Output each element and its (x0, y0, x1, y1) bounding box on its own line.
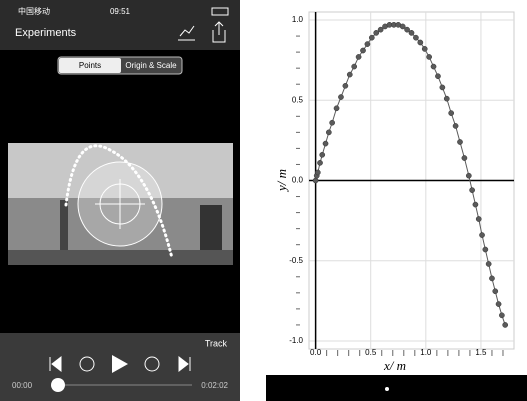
point (476, 216, 481, 221)
point (453, 123, 458, 128)
series-line (316, 25, 506, 325)
point (352, 64, 357, 69)
point (400, 24, 405, 29)
point (413, 35, 418, 40)
point (356, 54, 361, 59)
point (317, 160, 322, 165)
point (374, 30, 379, 35)
carrier: 中国移动 (18, 6, 50, 16)
point (496, 301, 501, 306)
point (320, 152, 325, 157)
point (427, 54, 432, 59)
page: 中国移动 09:51 Experiments Points Origin & S… (0, 0, 527, 401)
segment[interactable]: Points (79, 61, 101, 70)
video-door (200, 205, 222, 250)
x-tick-label: 1.5 (475, 348, 487, 357)
point (431, 64, 436, 69)
point (462, 155, 467, 160)
point (479, 232, 484, 237)
point (499, 313, 504, 318)
point (313, 178, 318, 183)
y-tick-label: 0.5 (292, 95, 304, 104)
point (435, 74, 440, 79)
point (369, 35, 374, 40)
screen: 中国移动 09:51 Experiments Points Origin & S… (0, 0, 527, 401)
point (483, 247, 488, 252)
point (334, 106, 339, 111)
x-tick-label: 0.5 (365, 348, 377, 357)
point (315, 170, 320, 175)
point (326, 130, 331, 135)
point (444, 96, 449, 101)
point (360, 48, 365, 53)
video-person (60, 200, 68, 250)
y-axis-label: y/ m (274, 169, 289, 193)
video-floor (8, 250, 233, 265)
plot: -1.0 -0.5 0.0 0.5 1.0 0.0 0.5 1.0 1.5 (289, 12, 514, 357)
point (503, 322, 508, 327)
point (422, 46, 427, 51)
home-bar (266, 375, 527, 401)
point (466, 173, 471, 178)
x-tick-label: 1.0 (420, 348, 432, 357)
point (365, 41, 370, 46)
point (347, 72, 352, 77)
point (470, 188, 475, 193)
time-start: 00:00 (12, 381, 33, 390)
point (440, 85, 445, 90)
point (489, 276, 494, 281)
time-end: 0:02:02 (201, 381, 228, 390)
slider-thumb[interactable] (51, 378, 65, 392)
point (343, 83, 348, 88)
y-tick-label: -0.5 (289, 256, 303, 265)
point (493, 289, 498, 294)
point (323, 141, 328, 146)
home-dot (385, 387, 389, 391)
nav-title[interactable]: Experiments (15, 27, 77, 39)
point (409, 30, 414, 35)
track-label[interactable]: Track (205, 338, 228, 348)
y-tick-label: 0.0 (292, 176, 304, 185)
segment[interactable]: Origin & Scale (125, 61, 177, 70)
x-tick-label: 0.0 (310, 348, 322, 357)
point (449, 111, 454, 116)
point (330, 120, 335, 125)
clock: 09:51 (110, 7, 131, 16)
point (457, 139, 462, 144)
point (378, 27, 383, 32)
point (486, 261, 491, 266)
point (404, 27, 409, 32)
point (338, 94, 343, 99)
x-axis-label: x/ m (383, 358, 406, 373)
point (473, 202, 478, 207)
y-tick-label: 1.0 (292, 15, 304, 24)
y-tick-label: -1.0 (289, 336, 303, 345)
point (418, 40, 423, 45)
